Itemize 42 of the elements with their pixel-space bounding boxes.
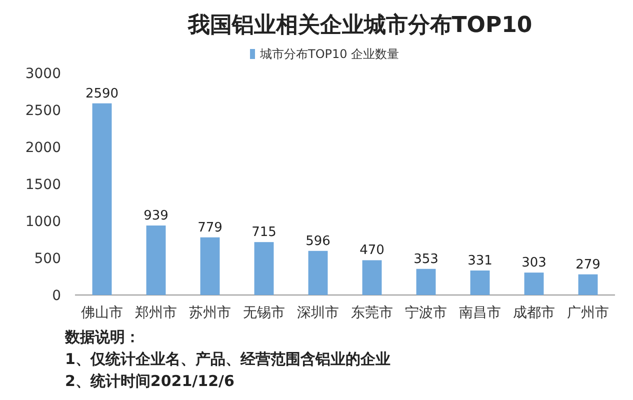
data-label: 303 — [522, 256, 546, 271]
x-tick-label: 宁波市 — [405, 305, 447, 321]
y-tick-label: 500 — [34, 251, 61, 267]
data-label: 279 — [576, 257, 600, 272]
bar — [92, 103, 112, 295]
data-label: 331 — [468, 254, 492, 269]
bar — [254, 242, 274, 295]
bar — [146, 226, 166, 295]
data-label: 2590 — [85, 86, 119, 102]
bar — [200, 237, 220, 295]
x-tick-label: 成都市 — [513, 305, 555, 321]
legend-label: 城市分布TOP10 企业数量 — [259, 47, 400, 61]
bar — [470, 270, 490, 295]
y-tick-label: 3000 — [25, 66, 61, 82]
y-tick-label: 2500 — [25, 103, 61, 119]
chart-title: 我国铝业相关企业城市分布TOP10 — [186, 12, 532, 38]
data-label: 470 — [360, 243, 384, 258]
x-tick-label: 无锡市 — [243, 305, 285, 321]
y-tick-label: 1000 — [25, 214, 61, 230]
bar — [308, 250, 328, 295]
data-label: 715 — [252, 225, 276, 240]
x-tick-label: 佛山市 — [81, 305, 123, 321]
bar — [416, 268, 436, 295]
data-label: 596 — [306, 234, 330, 249]
bar — [524, 272, 544, 295]
x-tick-label: 苏州市 — [189, 305, 231, 321]
x-tick-label: 深圳市 — [297, 305, 339, 321]
text: 1、仅统计企业名、产品、经营范围含铝业的企业 — [65, 350, 390, 368]
bar — [362, 260, 382, 295]
x-tick-label: 南昌市 — [459, 305, 501, 321]
text: 2、统计时间2021/12/6 — [65, 372, 234, 390]
data-label: 779 — [198, 220, 222, 236]
y-tick-label: 0 — [52, 288, 61, 304]
bar — [578, 274, 598, 295]
y-tick-label: 2000 — [25, 140, 61, 156]
x-tick-label: 东莞市 — [351, 305, 393, 321]
data-label: 353 — [414, 252, 438, 267]
text: 数据说明： — [64, 328, 140, 346]
x-tick-label: 广州市 — [567, 305, 609, 321]
x-tick-label: 郑州市 — [135, 305, 177, 321]
y-tick-label: 1500 — [25, 177, 61, 193]
data-label: 939 — [144, 208, 168, 224]
